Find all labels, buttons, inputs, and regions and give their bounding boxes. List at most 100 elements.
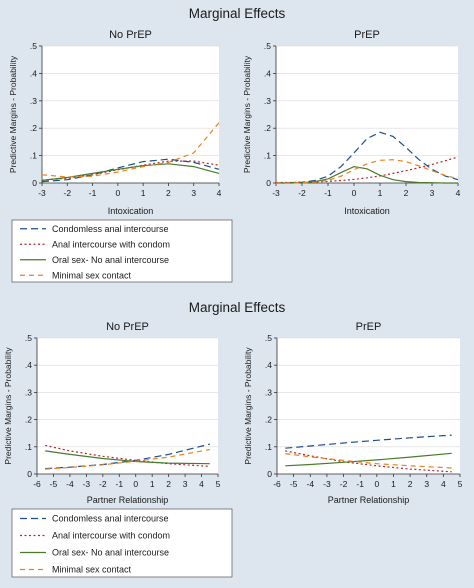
y-tick-label: .1 bbox=[30, 151, 37, 161]
plot-area bbox=[37, 338, 218, 474]
x-tick-label: 4 bbox=[199, 479, 204, 489]
y-tick-label: .3 bbox=[264, 96, 271, 106]
y-tick-label: .3 bbox=[25, 387, 32, 397]
y-axis-label: Predictive Margins - Probability bbox=[242, 55, 252, 173]
chart-1: Marginal Effects No PrEP 0 .1 .2 .3 .4 .5 -3 -2 -1… bbox=[8, 6, 461, 283]
x-tick-label: -3 bbox=[272, 188, 280, 198]
series-line-minimal-sex-contact bbox=[45, 448, 210, 470]
legend-label: Oral sex- No anal intercourse bbox=[52, 548, 169, 558]
x-tick-label: 3 bbox=[424, 479, 429, 489]
x-tick-label: -2 bbox=[340, 479, 348, 489]
y-tick-label: .1 bbox=[264, 151, 271, 161]
legend-box bbox=[11, 219, 233, 283]
chart-2: Marginal Effects No PrEP 0 .1 .2 .3 .4 .5 -6 -5 -4… bbox=[3, 300, 463, 578]
series-line-anal-intercourse-with-condom bbox=[41, 160, 220, 181]
legend: Condomless anal intercourse Anal intercou… bbox=[11, 508, 233, 578]
x-axis-label: Intoxication bbox=[108, 206, 154, 216]
y-tick-label: .1 bbox=[265, 442, 272, 452]
chart-title: Marginal Effects bbox=[189, 6, 286, 21]
x-axis-label: Partner Relationship bbox=[87, 495, 169, 505]
series-line-minimal-sex-contact bbox=[285, 453, 452, 469]
y-tick-label: .3 bbox=[265, 387, 272, 397]
x-tick-label: -3 bbox=[83, 479, 91, 489]
panel-no-prep: No PrEP 0 .1 .2 .3 .4 .5 -3 -2 -1 0 1 2 3 4 Intoxicatio… bbox=[8, 29, 222, 216]
x-tick-label: -1 bbox=[324, 188, 332, 198]
x-tick-label: -6 bbox=[33, 479, 41, 489]
panel-prep: PrEP 0 .1 .2 .3 .4 .5 -6 -5 -4 -3 -2 -1 0 1 2 3 4 5 Partner… bbox=[243, 321, 463, 505]
x-tick-label: 0 bbox=[133, 479, 138, 489]
series-line-condomless-anal-intercourse bbox=[41, 158, 220, 183]
legend-label: Minimal sex contact bbox=[52, 565, 132, 575]
series-line-oral-sex-no-anal-intercourse bbox=[285, 452, 452, 467]
legend-label: Oral sex- No anal intercourse bbox=[52, 255, 169, 265]
x-tick-label: -1 bbox=[356, 479, 364, 489]
y-tick-label: .2 bbox=[25, 415, 32, 425]
y-tick-label: .4 bbox=[265, 360, 272, 370]
y-tick-label: .5 bbox=[25, 333, 32, 343]
y-tick-label: 0 bbox=[32, 178, 37, 188]
legend: Condomless anal intercourse Anal intercou… bbox=[11, 219, 233, 283]
x-tick-label: 3 bbox=[430, 188, 435, 198]
x-tick-label: 2 bbox=[404, 188, 409, 198]
x-tick-label: 2 bbox=[408, 479, 413, 489]
x-tick-label: -2 bbox=[298, 188, 306, 198]
y-axis-label: Predictive Margins - Probability bbox=[243, 347, 253, 465]
x-tick-label: 4 bbox=[217, 188, 222, 198]
x-tick-label: -1 bbox=[89, 188, 97, 198]
panel-no-prep: No PrEP 0 .1 .2 .3 .4 .5 -6 -5 -4 -3 -2 -1 0 1 2 3 4 5 Part… bbox=[3, 321, 221, 505]
x-tick-label: -3 bbox=[38, 188, 46, 198]
x-tick-label: -4 bbox=[66, 479, 74, 489]
x-tick-label: -2 bbox=[64, 188, 72, 198]
x-tick-label: -6 bbox=[273, 479, 281, 489]
panel-subtitle: No PrEP bbox=[109, 29, 152, 41]
x-tick-label: 1 bbox=[391, 479, 396, 489]
x-tick-label: 3 bbox=[183, 479, 188, 489]
x-tick-label: -2 bbox=[99, 479, 107, 489]
x-tick-label: 5 bbox=[216, 479, 221, 489]
legend-label: Minimal sex contact bbox=[52, 270, 132, 280]
x-tick-label: -4 bbox=[306, 479, 314, 489]
legend-label: Anal intercourse with condom bbox=[52, 239, 170, 249]
legend-label: Condomless anal intercourse bbox=[52, 224, 169, 234]
x-tick-label: 1 bbox=[141, 188, 146, 198]
x-tick-label: -5 bbox=[50, 479, 58, 489]
y-tick-label: .2 bbox=[265, 415, 272, 425]
y-axis-label: Predictive Margins - Probability bbox=[3, 347, 13, 465]
x-tick-label: 4 bbox=[456, 188, 461, 198]
series-line-oral-sex-no-anal-intercourse bbox=[45, 450, 210, 465]
y-tick-label: 0 bbox=[27, 469, 32, 479]
y-axis-label: Predictive Margins - Probability bbox=[8, 55, 18, 173]
y-tick-label: .1 bbox=[25, 442, 32, 452]
series-line-condomless-anal-intercourse bbox=[285, 434, 452, 449]
y-tick-label: .4 bbox=[30, 68, 37, 78]
series-line-minimal-sex-contact bbox=[276, 159, 459, 184]
y-tick-label: .2 bbox=[264, 123, 271, 133]
chart-title: Marginal Effects bbox=[189, 300, 286, 315]
legend-label: Condomless anal intercourse bbox=[52, 514, 169, 524]
y-tick-label: .5 bbox=[264, 41, 271, 51]
x-tick-label: 2 bbox=[166, 188, 171, 198]
panel-subtitle: PrEP bbox=[356, 321, 382, 333]
x-axis-label: Partner Relationship bbox=[328, 495, 410, 505]
panel-subtitle: PrEP bbox=[354, 29, 380, 41]
y-tick-label: .3 bbox=[30, 96, 37, 106]
x-tick-label: 5 bbox=[458, 479, 463, 489]
legend-box bbox=[11, 508, 233, 578]
x-tick-label: 0 bbox=[115, 188, 120, 198]
x-tick-label: 0 bbox=[352, 188, 357, 198]
series-line-anal-intercourse-with-condom bbox=[276, 156, 459, 184]
y-tick-label: 0 bbox=[266, 178, 271, 188]
panel-subtitle: No PrEP bbox=[106, 321, 149, 333]
y-tick-label: .5 bbox=[265, 333, 272, 343]
x-tick-label: 1 bbox=[378, 188, 383, 198]
x-tick-label: 1 bbox=[150, 479, 155, 489]
x-tick-label: -5 bbox=[290, 479, 298, 489]
x-tick-label: -3 bbox=[323, 479, 331, 489]
plot-area bbox=[277, 338, 460, 474]
series-line-anal-intercourse-with-condom bbox=[45, 444, 210, 467]
legend-label: Anal intercourse with condom bbox=[52, 531, 170, 541]
y-tick-label: .4 bbox=[25, 360, 32, 370]
series-line-minimal-sex-contact bbox=[41, 122, 220, 178]
